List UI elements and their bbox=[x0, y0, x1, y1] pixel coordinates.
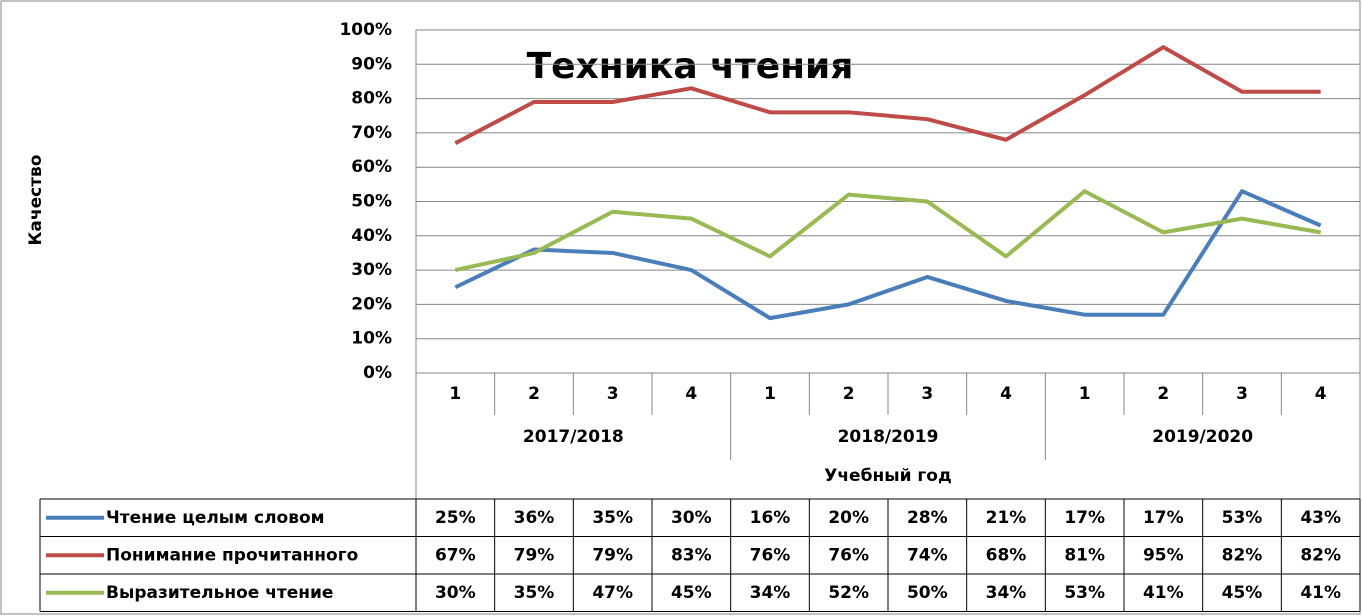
table-value: 21% bbox=[986, 508, 1027, 528]
table-value: 20% bbox=[828, 508, 869, 528]
x-tick-label: 2 bbox=[1157, 384, 1169, 404]
chart-title: Техника чтения bbox=[527, 46, 854, 87]
x-tick-label: 4 bbox=[685, 384, 697, 404]
x-tick-label: 3 bbox=[921, 384, 933, 404]
table-value: 30% bbox=[435, 583, 476, 603]
group-label: 2017/2018 bbox=[523, 427, 624, 447]
y-tick-label: 30% bbox=[351, 260, 392, 280]
table-value: 45% bbox=[1222, 583, 1263, 603]
y-tick-label: 70% bbox=[351, 123, 392, 143]
table-value: 16% bbox=[750, 508, 791, 528]
x-tick-label: 2 bbox=[843, 384, 855, 404]
series-line bbox=[454, 189, 1322, 273]
table-value: 41% bbox=[1300, 583, 1341, 603]
table-value: 82% bbox=[1300, 545, 1341, 565]
x-tick-label: 3 bbox=[607, 384, 619, 404]
table-value: 28% bbox=[907, 508, 948, 528]
x-tick-label: 1 bbox=[449, 384, 461, 404]
table-value: 76% bbox=[828, 545, 869, 565]
group-label: 2018/2019 bbox=[838, 427, 939, 447]
series-line bbox=[454, 189, 1322, 321]
table-value: 34% bbox=[750, 583, 791, 603]
table-value: 81% bbox=[1064, 545, 1105, 565]
table-value: 50% bbox=[907, 583, 948, 603]
table-value: 53% bbox=[1064, 583, 1105, 603]
y-tick-label: 100% bbox=[339, 20, 392, 40]
y-tick-label: 50% bbox=[351, 192, 392, 212]
table-value: 17% bbox=[1064, 508, 1105, 528]
table-value: 83% bbox=[671, 545, 712, 565]
y-tick-label: 40% bbox=[351, 226, 392, 246]
table-value: 30% bbox=[671, 508, 712, 528]
table-value: 43% bbox=[1300, 508, 1341, 528]
table-value: 25% bbox=[435, 508, 476, 528]
legend-label: Понимание прочитанного bbox=[106, 545, 358, 565]
table-value: 82% bbox=[1222, 545, 1263, 565]
table-value: 95% bbox=[1143, 545, 1184, 565]
table-value: 35% bbox=[592, 508, 633, 528]
y-tick-label: 80% bbox=[351, 89, 392, 109]
table-value: 47% bbox=[592, 583, 633, 603]
y-tick-label: 0% bbox=[363, 363, 392, 383]
legend-label: Чтение целым словом bbox=[106, 508, 325, 528]
x-tick-label: 1 bbox=[764, 384, 776, 404]
y-tick-label: 10% bbox=[351, 329, 392, 349]
table-value: 45% bbox=[671, 583, 712, 603]
x-tick-label: 4 bbox=[1000, 384, 1012, 404]
table-value: 41% bbox=[1143, 583, 1184, 603]
y-tick-label: 90% bbox=[351, 54, 392, 74]
y-tick-label: 60% bbox=[351, 157, 392, 177]
table-value: 52% bbox=[828, 583, 869, 603]
table-value: 35% bbox=[514, 583, 555, 603]
table-value: 17% bbox=[1143, 508, 1184, 528]
group-label: 2019/2020 bbox=[1152, 427, 1253, 447]
x-tick-label: 4 bbox=[1315, 384, 1327, 404]
x-axis-label: Учебный год bbox=[824, 466, 951, 486]
table-value: 53% bbox=[1222, 508, 1263, 528]
x-tick-label: 1 bbox=[1079, 384, 1091, 404]
table-value: 74% bbox=[907, 545, 948, 565]
table-value: 68% bbox=[986, 545, 1027, 565]
table-value: 67% bbox=[435, 545, 476, 565]
table-value: 79% bbox=[592, 545, 633, 565]
table-value: 79% bbox=[514, 545, 555, 565]
y-axis-label: Качество bbox=[26, 155, 46, 246]
table-value: 76% bbox=[750, 545, 791, 565]
legend-label: Выразительное чтение bbox=[106, 583, 333, 603]
x-tick-label: 2 bbox=[528, 384, 540, 404]
series-line bbox=[454, 45, 1321, 145]
table-value: 36% bbox=[514, 508, 555, 528]
y-tick-label: 20% bbox=[351, 294, 392, 314]
table-value: 34% bbox=[986, 583, 1027, 603]
x-tick-label: 3 bbox=[1236, 384, 1248, 404]
